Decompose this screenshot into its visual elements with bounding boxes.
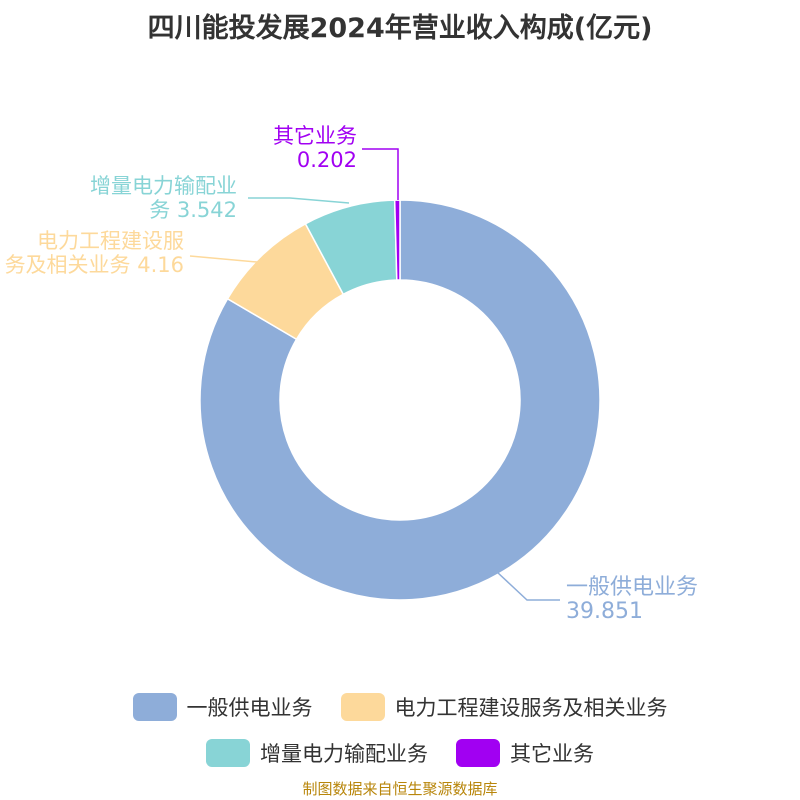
label-general-power-leader bbox=[496, 571, 560, 601]
legend-label-general-power: 一般供电业务 bbox=[186, 696, 313, 720]
label-general-power-line-1: 一般供电业务 bbox=[566, 575, 698, 600]
label-incremental-line-1: 增量电力输配业 bbox=[90, 174, 237, 198]
legend-label-other: 其它业务 bbox=[510, 742, 594, 766]
slice-other[interactable] bbox=[393, 199, 401, 281]
legend-swatch-general-power bbox=[132, 693, 177, 721]
legend-item-general-power[interactable]: 一般供电业务 bbox=[132, 692, 313, 722]
chart-title: 四川能投发展2024年营业收入构成(亿元) bbox=[147, 13, 653, 44]
legend-item-incremental[interactable]: 增量电力输配业务 bbox=[206, 738, 428, 768]
label-engineering-line-1: 电力工程建设服 bbox=[37, 229, 184, 253]
legend-swatch-incremental bbox=[206, 739, 250, 767]
source-note: 制图数据来自恒生聚源数据库 bbox=[302, 780, 498, 798]
label-engineering-line-2: 务及相关业务 4.16 bbox=[5, 253, 184, 277]
legend-item-engineering[interactable]: 电力工程建设服务及相关业务 bbox=[340, 692, 668, 722]
label-incremental-leader bbox=[248, 197, 350, 204]
label-other-line-1: 其它业务 bbox=[273, 124, 357, 148]
legend-row-2: 增量电力输配业务 其它业务 bbox=[0, 738, 800, 768]
label-incremental-line-2: 务 3.542 bbox=[149, 198, 237, 222]
legend-swatch-other bbox=[456, 739, 500, 767]
legend-label-engineering: 电力工程建设服务及相关业务 bbox=[394, 696, 668, 720]
label-other-leader bbox=[362, 148, 399, 200]
slice-general-power[interactable] bbox=[199, 199, 601, 601]
label-engineering-leader bbox=[189, 255, 258, 263]
label-general-power-line-2: 39.851 bbox=[566, 599, 643, 624]
legend-swatch-engineering bbox=[340, 693, 385, 721]
legend-label-incremental: 增量电力输配业务 bbox=[260, 742, 428, 766]
legend-item-other[interactable]: 其它业务 bbox=[456, 738, 594, 768]
legend-row-1: 一般供电业务 电力工程建设服务及相关业务 bbox=[0, 692, 800, 722]
label-other-line-2: 0.202 bbox=[297, 148, 357, 172]
